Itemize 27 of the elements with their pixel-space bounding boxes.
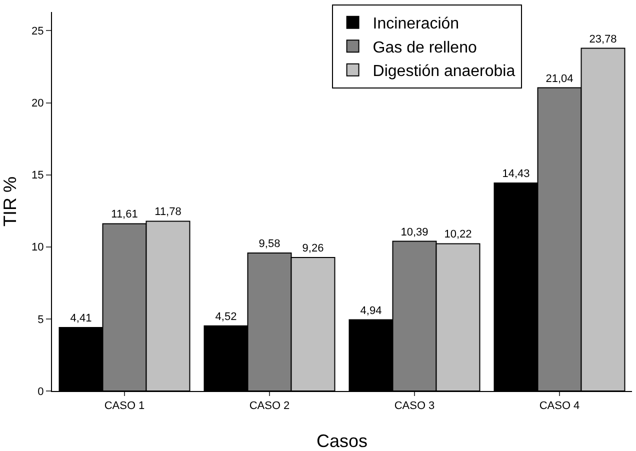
data-label: 4,94: [360, 304, 382, 317]
y-tick-label: 25: [32, 26, 44, 38]
data-label: 10,22: [444, 228, 472, 241]
x-axis-title: Casos: [316, 431, 368, 451]
data-label: 10,39: [400, 226, 428, 238]
legend-label: Gas de relleno: [372, 39, 477, 56]
data-label: 21,04: [546, 72, 574, 85]
x-tick-label: CASO 4: [539, 400, 580, 412]
y-tick-label: 10: [32, 242, 44, 254]
legend-label: Incineración: [372, 16, 460, 33]
legend-label: Digestión anaerobia: [372, 63, 516, 80]
y-tick-label: 15: [32, 170, 44, 182]
data-label: 23,78: [589, 33, 617, 46]
data-label: 14,43: [502, 168, 530, 180]
y-tick-label: 5: [38, 314, 44, 326]
data-label: 4,41: [70, 312, 92, 324]
y-tick-label: 0: [38, 386, 44, 398]
data-label: 11,78: [154, 206, 182, 218]
x-tick-label: CASO 3: [394, 400, 435, 412]
y-tick-label: 20: [32, 98, 44, 110]
data-label: 4,52: [215, 310, 237, 323]
data-label: 9,26: [302, 242, 324, 255]
x-tick-label: CASO 1: [104, 400, 145, 412]
x-tick-label: CASO 2: [249, 400, 290, 412]
data-label: 11,61: [111, 208, 138, 221]
data-label: 9,58: [258, 238, 280, 250]
y-axis-title: TIR %: [0, 176, 20, 227]
